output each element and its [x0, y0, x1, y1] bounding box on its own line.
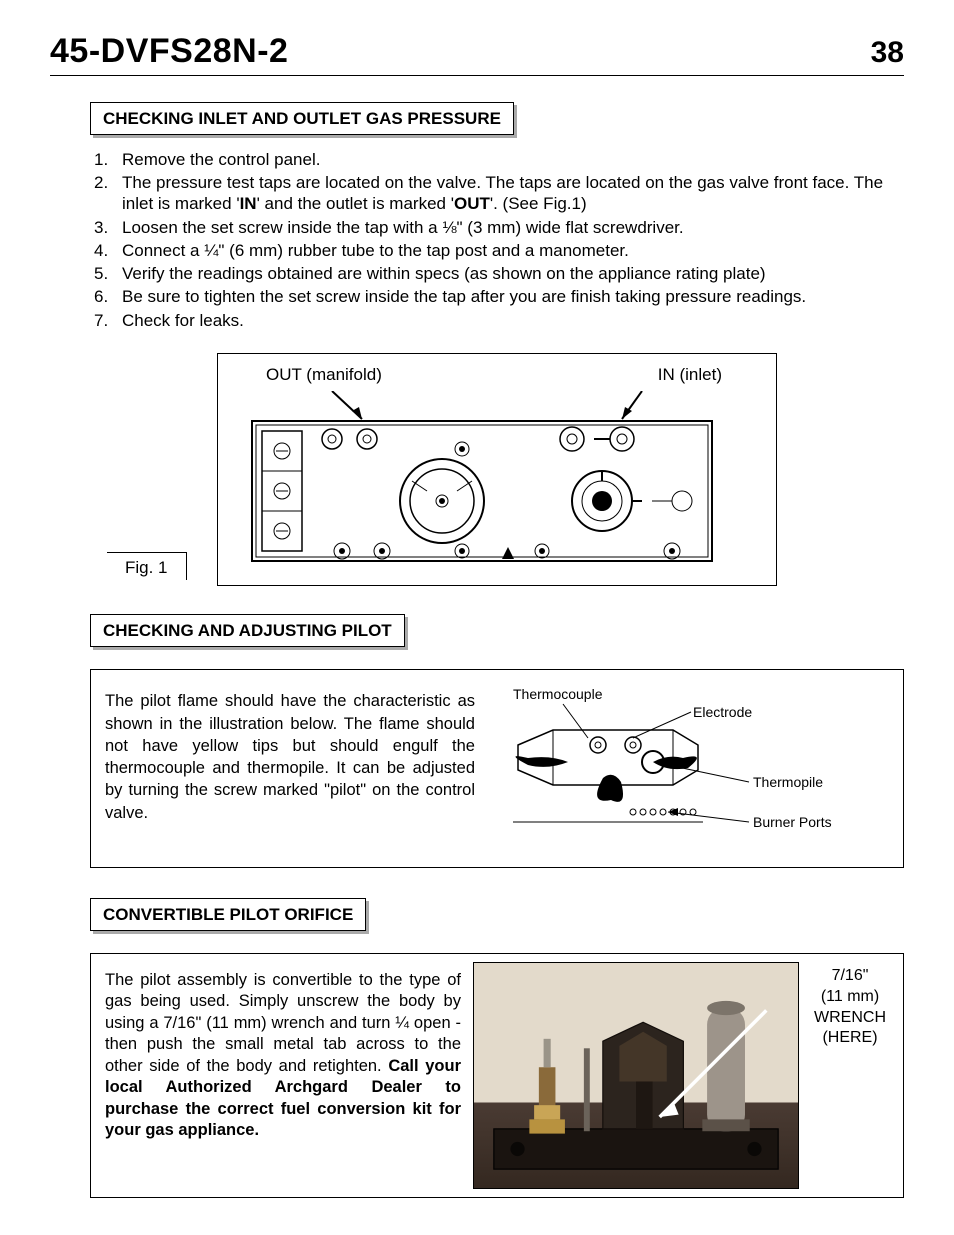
- wrench-line: 7/16": [805, 966, 895, 987]
- label-thermopile: Thermopile: [753, 774, 823, 792]
- step-item: 1. Remove the control panel.: [94, 149, 904, 170]
- text-bold: IN: [240, 194, 257, 213]
- step-text: The pressure test taps are located on th…: [122, 172, 904, 215]
- page-content: CHECKING INLET AND OUTLET GAS PRESSURE 1…: [50, 102, 904, 1199]
- step-number: 7.: [94, 310, 116, 331]
- step-text: Verify the readings obtained are within …: [122, 263, 766, 284]
- step-item: 6. Be sure to tighten the set screw insi…: [94, 286, 904, 307]
- step-number: 4.: [94, 240, 116, 261]
- step-text: Connect a ¼" (6 mm) rubber tube to the t…: [122, 240, 629, 261]
- step-number: 3.: [94, 217, 116, 238]
- steps-list: 1. Remove the control panel. 2. The pres…: [94, 149, 904, 331]
- label-electrode: Electrode: [693, 704, 752, 722]
- page-number: 38: [871, 34, 904, 72]
- step-number: 2.: [94, 172, 116, 215]
- orifice-row: The pilot assembly is convertible to the…: [90, 953, 904, 1198]
- step-item: 2. The pressure test taps are located on…: [94, 172, 904, 215]
- page-header: 45-DVFS28N-2 38: [50, 30, 904, 76]
- step-item: 7. Check for leaks.: [94, 310, 904, 331]
- wrench-callout: 7/16" (11 mm) WRENCH (HERE): [805, 962, 895, 1189]
- text-fragment: ' and the outlet is marked ': [257, 194, 454, 213]
- step-number: 6.: [94, 286, 116, 307]
- figure-box: OUT (manifold) IN (inlet): [217, 353, 777, 586]
- section-heading-inlet-outlet: CHECKING INLET AND OUTLET GAS PRESSURE: [90, 102, 514, 135]
- gas-valve-diagram-icon: [232, 391, 752, 571]
- orifice-paragraph: The pilot assembly is convertible to the…: [91, 954, 461, 1197]
- orifice-photo: [473, 962, 799, 1189]
- figure-out-label: OUT (manifold): [266, 364, 382, 385]
- pilot-assembly-photo-icon: [474, 963, 798, 1188]
- step-number: 1.: [94, 149, 116, 170]
- label-burner-ports: Burner Ports: [753, 814, 832, 832]
- wrench-line: (HERE): [805, 1028, 895, 1049]
- figure-in-label: IN (inlet): [658, 364, 722, 385]
- step-item: 3. Loosen the set screw inside the tap w…: [94, 217, 904, 238]
- figure-labels: OUT (manifold) IN (inlet): [232, 364, 762, 391]
- wrench-line: WRENCH: [805, 1008, 895, 1029]
- section-heading-orifice: CONVERTIBLE PILOT ORIFICE: [90, 898, 366, 931]
- section-heading-pilot: CHECKING AND ADJUSTING PILOT: [90, 614, 405, 647]
- step-number: 5.: [94, 263, 116, 284]
- text-fragment: '. (See Fig.1): [490, 194, 587, 213]
- wrench-line: (11 mm): [805, 987, 895, 1008]
- step-text: Loosen the set screw inside the tap with…: [122, 217, 684, 238]
- step-text: Remove the control panel.: [122, 149, 320, 170]
- orifice-photo-wrap: 7/16" (11 mm) WRENCH (HERE): [473, 954, 903, 1197]
- pilot-diagram: Thermocouple Electrode Thermopile Burner…: [493, 690, 889, 845]
- figure-1: Fig. 1 OUT (manifold) IN (inlet): [217, 353, 777, 586]
- figure-caption: Fig. 1: [107, 552, 187, 580]
- pilot-paragraph: The pilot flame should have the characte…: [105, 690, 475, 845]
- label-thermocouple: Thermocouple: [513, 686, 603, 704]
- step-item: 4. Connect a ¼" (6 mm) rubber tube to th…: [94, 240, 904, 261]
- step-item: 5. Verify the readings obtained are with…: [94, 263, 904, 284]
- text-bold: OUT: [454, 194, 490, 213]
- pilot-row: The pilot flame should have the characte…: [90, 669, 904, 868]
- step-text: Check for leaks.: [122, 310, 244, 331]
- step-text: Be sure to tighten the set screw inside …: [122, 286, 806, 307]
- model-number: 45-DVFS28N-2: [50, 30, 288, 73]
